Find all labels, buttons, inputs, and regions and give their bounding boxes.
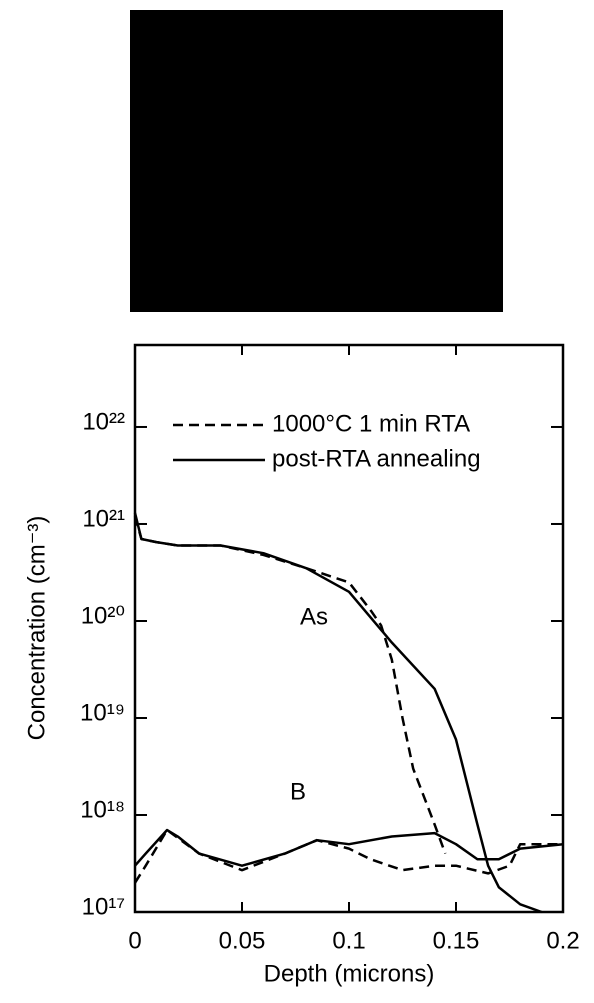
x-tick-label: 0 <box>128 927 141 954</box>
legend-label: 1000°C 1 min RTA <box>272 410 470 437</box>
x-tick-label: 0.1 <box>332 927 365 954</box>
y-tick-label: 10²¹ <box>82 505 125 532</box>
legend-label: post-RTA annealing <box>272 445 481 472</box>
y-tick-label: 10¹⁸ <box>80 796 125 823</box>
x-tick-label: 0.2 <box>546 927 579 954</box>
annotation: As <box>300 603 328 630</box>
y-tick-label: 10²⁰ <box>81 602 125 629</box>
figure: Depth (microns) Concentration (cm⁻³) 0 0.… <box>0 0 594 998</box>
annotation: B <box>290 778 306 805</box>
black-image <box>130 10 503 312</box>
y-tick-label: 10¹⁷ <box>82 893 125 920</box>
y-tick-label: 10¹⁹ <box>80 699 125 726</box>
y-axis-label: Concentration (cm⁻³) <box>23 516 50 741</box>
data-line <box>135 516 563 882</box>
x-tick-label: 0.05 <box>219 927 266 954</box>
y-tick-label: 10²² <box>82 408 125 435</box>
x-tick-label: 0.15 <box>433 927 480 954</box>
x-axis-label: Depth (microns) <box>264 960 435 987</box>
page: Depth (microns) Concentration (cm⁻³) 0 0.… <box>0 0 594 998</box>
data-line <box>135 513 563 912</box>
